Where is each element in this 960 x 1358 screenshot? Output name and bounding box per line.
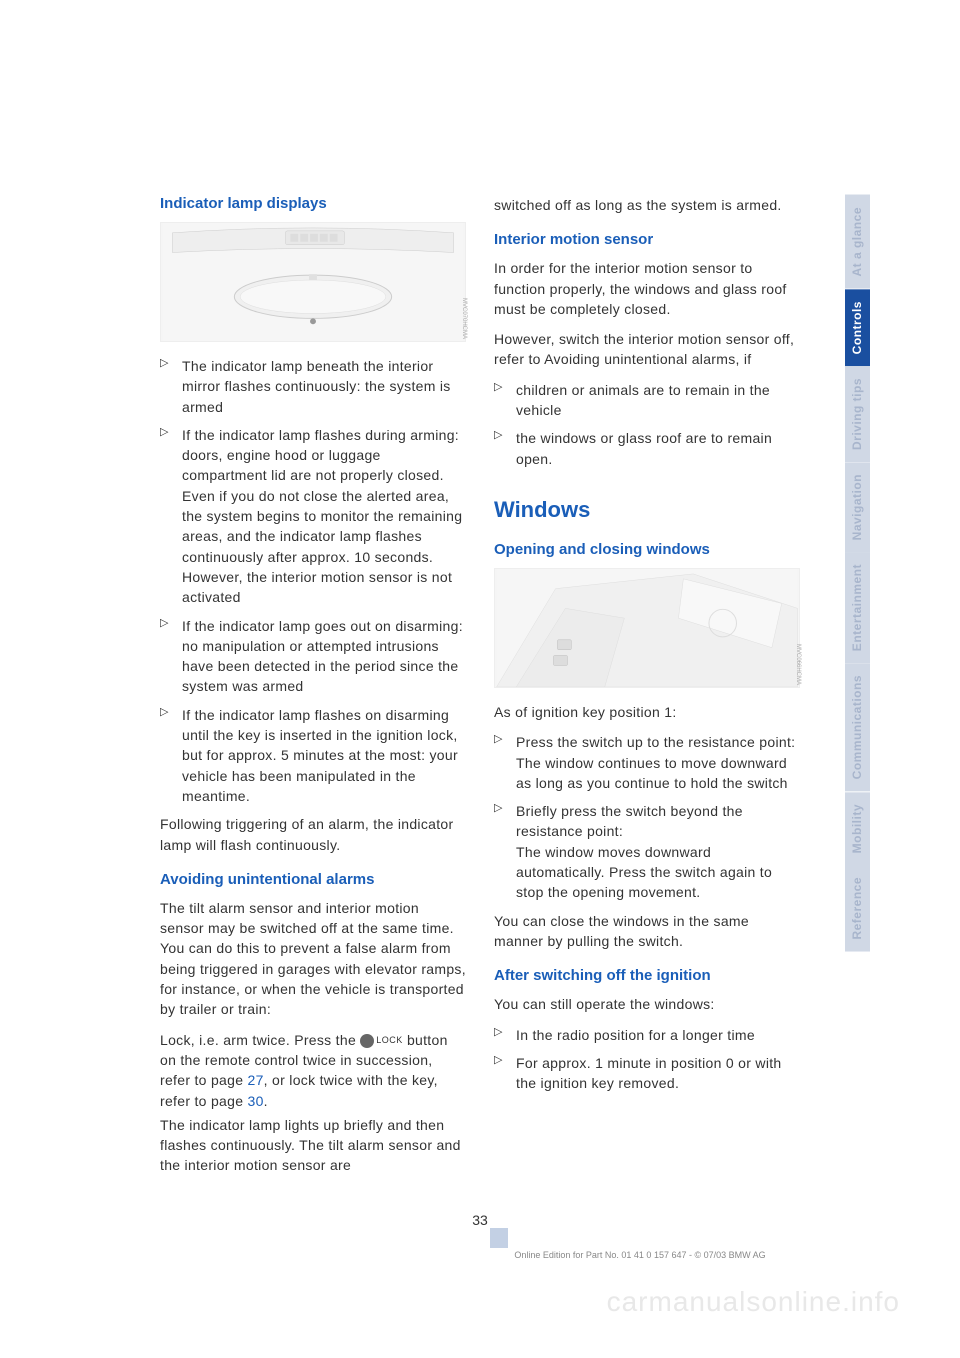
section-tabs: At a glance Controls Driving tips Naviga… xyxy=(845,195,870,952)
heading-avoiding-alarms: Avoiding unintentional alarms xyxy=(160,871,466,888)
heading-opening-closing: Opening and closing windows xyxy=(494,541,800,558)
text: Lock, i.e. arm twice. Press the xyxy=(160,1032,360,1048)
list-item: Briefly press the switch beyond the resi… xyxy=(494,801,800,902)
heading-after-ignition: After switching off the ignition xyxy=(494,967,800,984)
paragraph-lock: Lock, i.e. arm twice. Press the LOCK but… xyxy=(160,1030,466,1111)
page-link-27[interactable]: 27 xyxy=(247,1072,263,1088)
right-column: switched off as long as the system is ar… xyxy=(494,195,800,1186)
paragraph: However, switch the interior motion sens… xyxy=(494,329,800,370)
list-item: children or animals are to remain in the… xyxy=(494,380,800,421)
window-bullets: Press the switch up to the resistance po… xyxy=(494,732,800,902)
indicator-bullets: The indicator lamp beneath the interior … xyxy=(160,356,466,806)
list-item: If the indicator lamp flashes during arm… xyxy=(160,425,466,608)
tab-at-a-glance[interactable]: At a glance xyxy=(845,195,870,289)
watermark: carmanualsonline.info xyxy=(607,1286,900,1318)
paragraph: The indicator lamp lights up briefly and… xyxy=(160,1115,466,1176)
list-item: For approx. 1 minute in position 0 or wi… xyxy=(494,1053,800,1094)
paragraph: As of ignition key position 1: xyxy=(494,702,800,722)
heading-interior-motion: Interior motion sensor xyxy=(494,231,800,248)
page-number: 33 xyxy=(472,1212,488,1228)
figure-code: MVC070HCMA xyxy=(461,298,467,339)
left-column: Indicator lamp displays MVC070HCMA xyxy=(160,195,466,1186)
paragraph: Following triggering of an alarm, the in… xyxy=(160,814,466,855)
paragraph: You can still operate the windows: xyxy=(494,994,800,1014)
page-container: Indicator lamp displays MVC070HCMA xyxy=(0,0,960,1358)
figure-interior-mirror: MVC070HCMA xyxy=(160,222,466,342)
lock-icon: LOCK xyxy=(360,1034,403,1048)
paragraph: In order for the interior motion sensor … xyxy=(494,258,800,319)
list-item: If the indicator lamp flashes on disarmi… xyxy=(160,705,466,806)
page-link-30[interactable]: 30 xyxy=(247,1093,263,1109)
tab-communications[interactable]: Communications xyxy=(845,663,870,791)
text: . xyxy=(264,1093,268,1109)
heading-windows: Windows xyxy=(494,497,800,523)
figure-code: MVC066HCMA xyxy=(795,644,801,685)
tab-reference[interactable]: Reference xyxy=(845,865,870,952)
tab-entertainment[interactable]: Entertainment xyxy=(845,552,870,663)
tab-controls[interactable]: Controls xyxy=(845,289,870,366)
paragraph: switched off as long as the system is ar… xyxy=(494,195,800,215)
list-item: The indicator lamp beneath the interior … xyxy=(160,356,466,417)
paragraph: The tilt alarm sensor and interior motio… xyxy=(160,898,466,1020)
content-columns: Indicator lamp displays MVC070HCMA xyxy=(160,195,800,1186)
footer-copyright: Online Edition for Part No. 01 41 0 157 … xyxy=(160,1250,960,1260)
ignition-bullets: In the radio position for a longer time … xyxy=(494,1025,800,1094)
motion-bullets: children or animals are to remain in the… xyxy=(494,380,800,469)
list-item: Press the switch up to the resistance po… xyxy=(494,732,800,793)
tab-navigation[interactable]: Navigation xyxy=(845,462,870,552)
tab-driving-tips[interactable]: Driving tips xyxy=(845,366,870,462)
page-number-marker xyxy=(490,1228,508,1248)
paragraph: You can close the windows in the same ma… xyxy=(494,911,800,952)
list-item: In the radio position for a longer time xyxy=(494,1025,800,1045)
tab-mobility[interactable]: Mobility xyxy=(845,792,870,865)
list-item: the windows or glass roof are to remain … xyxy=(494,428,800,469)
list-item: If the indicator lamp goes out on disarm… xyxy=(160,616,466,697)
figure-window-switches: MVC066HCMA xyxy=(494,568,800,688)
heading-indicator-lamp: Indicator lamp displays xyxy=(160,195,466,212)
